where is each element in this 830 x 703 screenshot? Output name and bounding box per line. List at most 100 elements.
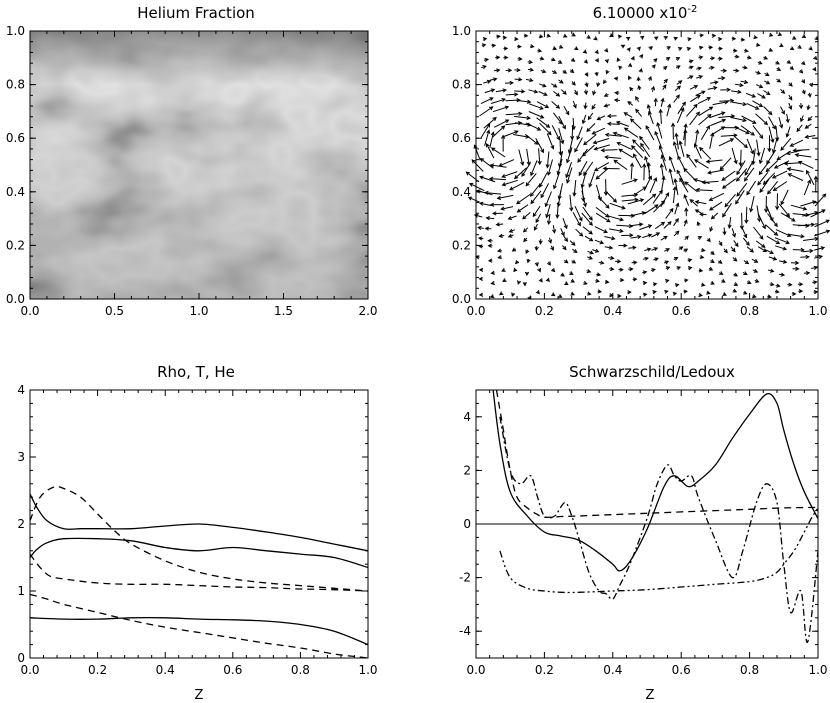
vector-arrowhead [617, 34, 623, 39]
vector-arrow [514, 90, 525, 93]
vector-arrowhead [719, 271, 724, 275]
vector-arrow [640, 143, 651, 158]
vector-arrowhead [567, 149, 572, 155]
vector-arrowhead [658, 108, 663, 114]
vector-arrowhead [538, 34, 544, 39]
vector-arrow [669, 169, 674, 185]
vector-arrowhead [798, 282, 804, 287]
vector-arrow [689, 199, 699, 207]
vector-arrowhead [731, 247, 736, 253]
vector-arrow [483, 80, 491, 84]
vector-arrowhead [528, 59, 534, 65]
vector-arrowhead [478, 267, 484, 273]
vector-arrowhead [526, 99, 532, 104]
vector-arrow [563, 105, 570, 115]
vector-arrowhead [749, 248, 755, 253]
vector-arrowhead [675, 94, 680, 99]
vector-arrow [513, 134, 529, 138]
vector-arrowhead [820, 246, 826, 251]
vector-arrow [593, 138, 610, 144]
vector-arrow [508, 215, 517, 220]
vector-arrowhead [542, 69, 547, 74]
vector-arrowhead [486, 129, 491, 134]
x-tick-label: 0.0 [20, 663, 39, 677]
vector-arrowhead [473, 213, 479, 218]
x-tick-label: 0.4 [603, 663, 622, 677]
vector-arrowhead [517, 121, 523, 126]
vector-arrowhead [571, 259, 577, 264]
vector-arrowhead [594, 72, 599, 77]
vector-arrowhead [744, 260, 750, 265]
vector-arrow [576, 126, 583, 140]
panel-velocity-field: 6.10000 x10-2 0.0 0.2 0.4 0.6 0.8 1.00.00.20.… [452, 4, 830, 318]
vector-arrowhead [502, 278, 507, 282]
vector-arrowhead [551, 292, 556, 297]
vector-arrowhead [608, 245, 614, 250]
vector-arrowhead [489, 202, 495, 207]
vector-arrowhead [639, 54, 644, 59]
vector-arrow [609, 228, 623, 232]
vector-arrowhead [586, 127, 591, 133]
vector-arrowhead [563, 224, 568, 230]
vector-arrowhead [562, 125, 566, 130]
vector-arrowhead [503, 46, 509, 51]
vector-arrowhead [689, 199, 694, 204]
vector-arrowhead [780, 89, 786, 94]
vector-arrowhead [584, 72, 589, 77]
vector-arrowhead [775, 137, 780, 142]
vector-arrowhead [775, 289, 780, 294]
vector-arrow [594, 144, 610, 150]
vector-arrowhead [539, 56, 545, 61]
vector-arrowhead [485, 142, 490, 148]
vector-arrowhead [487, 243, 492, 248]
vector-arrowhead [744, 48, 749, 53]
vector-arrowhead [795, 266, 800, 271]
vector-arrowhead [735, 200, 740, 205]
vector-arrowhead [530, 44, 535, 49]
vector-arrowhead [533, 89, 539, 94]
vector-arrowhead [796, 127, 801, 133]
vector-arrow [574, 137, 583, 152]
vector-arrow [516, 99, 531, 103]
vector-arrow [750, 195, 755, 212]
y-tick-label: 2 [17, 517, 25, 531]
vector-arrow [621, 199, 638, 202]
vector-arrow [552, 225, 556, 233]
vector-arrowhead [710, 250, 715, 255]
vector-arrow [644, 156, 651, 173]
vector-arrowhead [709, 227, 714, 232]
vector-arrowhead [771, 174, 777, 179]
vector-arrow [528, 111, 544, 119]
vector-arrowhead [707, 170, 712, 175]
vector-arrow [755, 240, 766, 248]
x-tick-label: 0.2 [88, 663, 107, 677]
vector-arrowhead [693, 85, 699, 89]
vector-arrow [583, 161, 594, 176]
y-tick-label: 4 [463, 410, 471, 424]
vector-arrowhead [485, 216, 490, 221]
vector-arrow [709, 112, 725, 119]
vector-arrowhead [779, 43, 784, 47]
vector-arrowhead [701, 180, 706, 185]
vector-arrow [525, 78, 533, 82]
vector-arrow [700, 125, 710, 141]
vector-arrowhead [581, 152, 587, 157]
x-tick-label: 0.0 [20, 304, 39, 318]
vector-arrowhead [620, 277, 625, 283]
vector-arrowhead [733, 133, 738, 138]
vector-arrow [694, 159, 709, 169]
vector-arrowhead [530, 199, 535, 205]
vector-arrow [787, 233, 804, 238]
y-tick-label: 0.4 [6, 185, 25, 199]
vector-arrowhead [524, 271, 530, 277]
vector-arrow [592, 127, 606, 135]
vector-arrowhead [804, 124, 809, 129]
vector-arrowhead [557, 195, 562, 201]
vector-arrowhead [504, 105, 510, 110]
vector-arrowhead [807, 116, 812, 122]
x-tick-label: 0.6 [672, 304, 691, 318]
vector-arrowhead [710, 56, 716, 61]
vector-arrow [601, 149, 618, 151]
vector-arrowhead [496, 68, 501, 73]
vector-arrowhead [689, 65, 694, 70]
